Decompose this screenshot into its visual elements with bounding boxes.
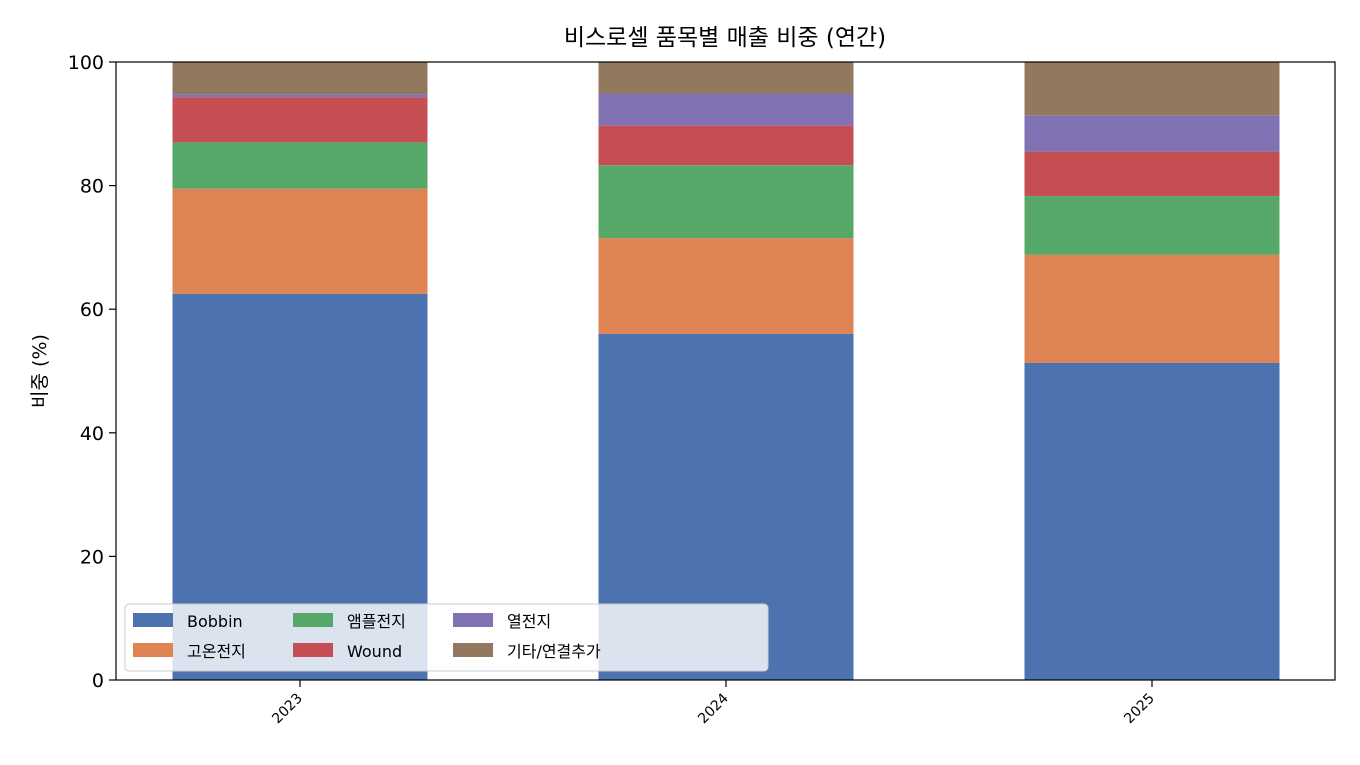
bar-segment [172, 97, 428, 143]
legend-label: Wound [347, 642, 402, 661]
legend-swatch [133, 643, 173, 657]
x-tick-label: 2023 [269, 691, 306, 728]
x-tick-label: 2025 [1121, 691, 1158, 728]
bar-segment [598, 125, 854, 166]
bar-segment [172, 62, 428, 95]
bar-segment [1024, 62, 1280, 116]
x-axis: 2023 2024 2025 [269, 680, 1158, 727]
bar-segment [1024, 151, 1280, 197]
y-axis-label: 비중 (%) [29, 334, 51, 408]
bar-segment [598, 165, 854, 239]
y-tick-label: 0 [92, 670, 104, 692]
chart-title: 비스로셀 품목별 매출 비중 (연간) [564, 25, 886, 51]
legend-label: 열전지 [507, 612, 551, 631]
bar-segment [598, 238, 854, 334]
bar-segment [172, 188, 428, 294]
legend-swatch [133, 613, 173, 627]
legend-swatch [293, 643, 333, 657]
bar-segment [1024, 362, 1280, 680]
y-tick-label: 100 [68, 52, 104, 74]
legend-box [124, 603, 769, 672]
x-tick-label: 2024 [695, 690, 732, 727]
y-tick-label: 40 [80, 423, 104, 445]
bar-segment [598, 93, 854, 126]
legend-label: 기타/연결추가 [507, 642, 601, 661]
y-axis: 0 20 40 60 80 100 [68, 52, 116, 692]
y-tick-label: 60 [80, 299, 104, 321]
legend-swatch [453, 643, 493, 657]
bar-segment [172, 142, 428, 189]
bar-segment [172, 94, 428, 98]
bar-segment [1024, 254, 1280, 363]
legend-label: 고온전지 [187, 642, 246, 661]
legend-swatch [453, 613, 493, 627]
bar-segment [598, 62, 854, 94]
bar-segment [1024, 196, 1280, 255]
y-tick-label: 20 [80, 546, 104, 568]
legend-label: Bobbin [187, 612, 243, 631]
legend-label: 앰플전지 [347, 612, 406, 631]
bar-segment [1024, 115, 1280, 152]
legend-swatch [293, 613, 333, 627]
bars-layer [172, 62, 1280, 680]
y-tick-label: 80 [80, 176, 104, 198]
